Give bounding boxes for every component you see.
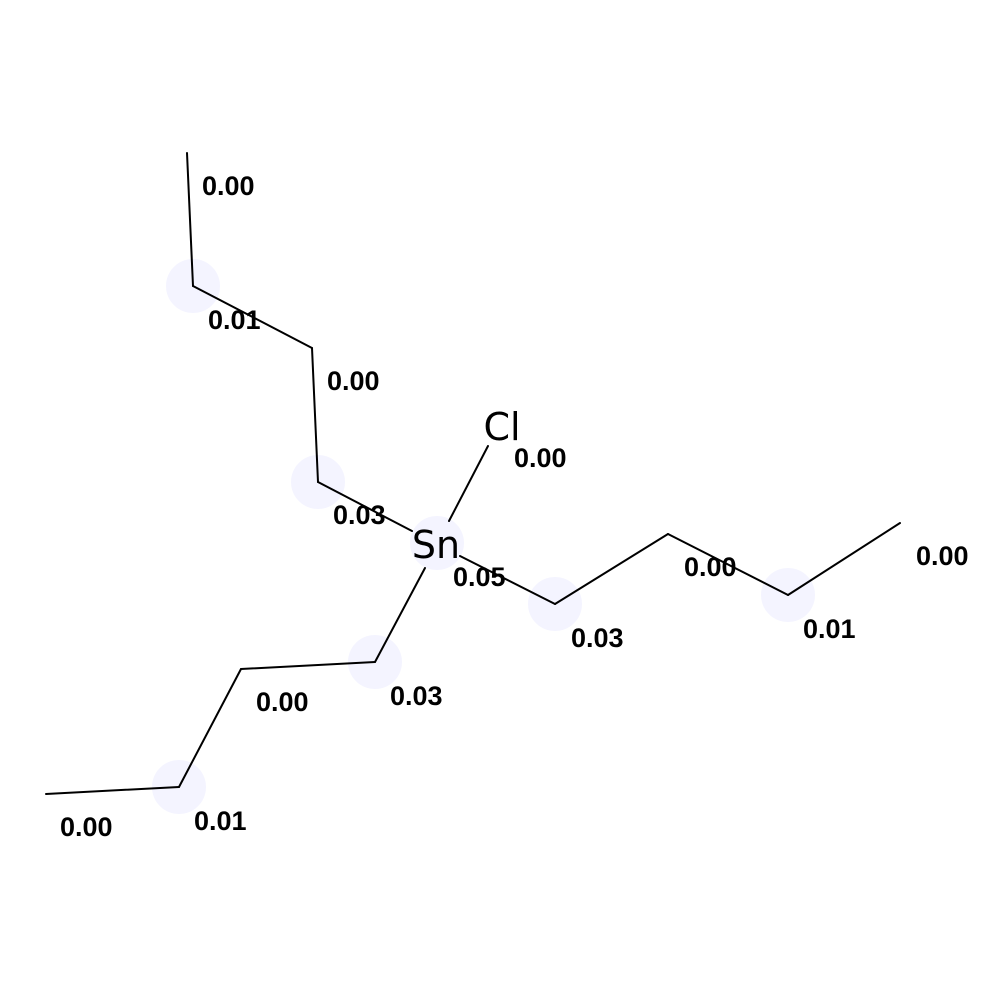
atom-value-a4: 0.00 [202, 171, 255, 201]
bond-b1-b2 [554, 533, 669, 605]
atom-value-c3: 0.01 [194, 806, 247, 836]
atom-value-c2: 0.00 [256, 687, 309, 717]
bond-a2-a3 [192, 285, 313, 349]
atom-symbol-sn: Sn [412, 523, 460, 567]
atom-value-c1: 0.03 [390, 681, 443, 711]
bond-c1-c2 [240, 661, 376, 670]
bond-sn-b1 [459, 555, 556, 605]
atom-value-a2: 0.00 [327, 366, 380, 396]
atom-value-a1: 0.03 [333, 500, 386, 530]
atom-value-b1: 0.03 [571, 623, 624, 653]
bond-b3-b4 [787, 522, 901, 596]
atom-value-cl: 0.00 [514, 443, 567, 473]
bond-b2-b3 [667, 533, 789, 596]
atom-value-b4: 0.00 [916, 541, 969, 571]
atom-value-sn: 0.05 [453, 562, 506, 592]
atom-highlight-sn [410, 516, 464, 570]
atom-highlights [152, 259, 815, 814]
bond-sn-a1 [317, 481, 413, 532]
bond-a3-a4 [186, 152, 194, 287]
atom-value-b3: 0.01 [803, 614, 856, 644]
atom-value-c4: 0.00 [60, 812, 113, 842]
bond-c2-c3 [178, 668, 242, 788]
atom-value-a3: 0.01 [208, 305, 261, 335]
atom-labels: Sn Cl 0.05 0.00 0.03 0.00 0.01 0.00 0.03… [60, 171, 969, 842]
atom-value-b2: 0.00 [684, 552, 737, 582]
bond-c3-c4 [45, 786, 180, 795]
bond-sn-cl [448, 445, 489, 522]
atom-symbol-cl: Cl [483, 405, 520, 449]
bond-a1-a2 [311, 347, 319, 483]
bonds [45, 152, 901, 795]
bond-sn-c1 [374, 567, 426, 663]
